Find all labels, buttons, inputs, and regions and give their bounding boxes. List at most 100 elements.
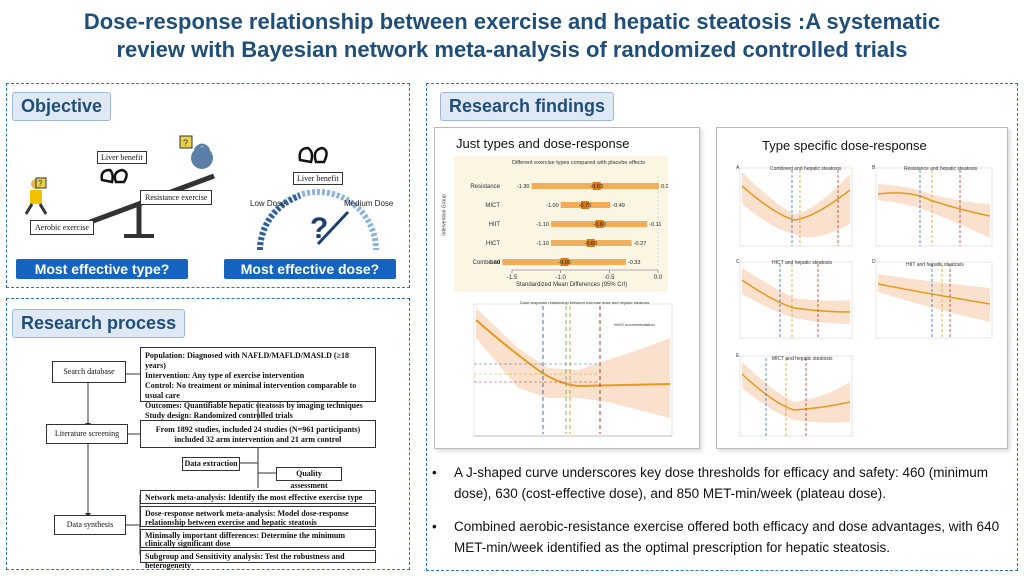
objective-header: Objective bbox=[12, 92, 112, 121]
most-effective-dose-button[interactable]: Most effective dose? bbox=[224, 259, 396, 279]
finding-text-1: A J-shaped curve underscores key dose th… bbox=[454, 465, 989, 501]
dose-response-nma-box: Dose-response network meta-analysis: Mod… bbox=[140, 506, 376, 527]
plot-c-letter: C bbox=[736, 259, 740, 265]
most-effective-type-button[interactable]: Most effective type? bbox=[16, 259, 188, 279]
forest-point bbox=[581, 201, 589, 209]
forest-upper-label: 0.01 bbox=[661, 184, 668, 190]
forest-point bbox=[595, 220, 604, 228]
forest-mean-label: -0.96 bbox=[558, 260, 571, 266]
resistance-exercise-label: Resistance exercise bbox=[140, 190, 213, 205]
pico-design: Study design: Randomized controlled tria… bbox=[145, 411, 293, 420]
type-specific-title: Type specific dose-response bbox=[762, 138, 927, 153]
step-search-database: Search database bbox=[52, 361, 126, 383]
research-findings-header: Research findings bbox=[440, 92, 615, 121]
step-literature-screening: Literature screening bbox=[46, 424, 128, 444]
dose-gauge-illustration: ? bbox=[257, 146, 379, 251]
forest-xtick-label: 0.0 bbox=[654, 275, 663, 281]
mid-box: Minimally important differences: Determi… bbox=[140, 529, 376, 548]
forest-row-label: Resistance bbox=[470, 184, 500, 190]
forest-mean-label: -0.69 bbox=[585, 241, 598, 247]
forest-lower-label: -1.10 bbox=[536, 241, 549, 247]
nma-box: Network meta-analysis: Identify the most… bbox=[140, 490, 376, 504]
pico-control: Control: No treatment or minimal interve… bbox=[145, 381, 357, 400]
runner-icon: ? bbox=[24, 177, 48, 215]
forest-xtick-label: -1.0 bbox=[555, 275, 566, 281]
forest-upper-label: -0.11 bbox=[649, 222, 661, 228]
research-process-header: Research process bbox=[12, 309, 186, 338]
research-findings-panel bbox=[426, 83, 1018, 571]
quality-assessment-box: Quality assessment bbox=[276, 467, 342, 490]
forest-ylabel: Intervention Group bbox=[441, 194, 448, 236]
kettlebell-icon: ? bbox=[179, 135, 213, 169]
data-extraction-box: Data extraction bbox=[182, 457, 240, 471]
plot-c-title: HICT and hepatic steatosis bbox=[772, 260, 832, 266]
forest-lower-label: -1.00 bbox=[546, 203, 559, 209]
finding-text-2: Combined aerobic-resistance exercise off… bbox=[454, 519, 1000, 555]
plot-hiit bbox=[875, 261, 993, 339]
forest-mean-label: -0.60 bbox=[593, 222, 606, 228]
forest-title: Different exercise types compared with p… bbox=[512, 160, 646, 166]
forest-upper-label: -0.49 bbox=[612, 203, 625, 209]
screening-line-2: included 32 arm intervention and 21 arm … bbox=[174, 435, 342, 444]
forest-lower-label: -1.10 bbox=[536, 222, 549, 228]
plot-e-title: MICT and hepatic steatosis bbox=[772, 356, 833, 362]
screening-line-1: From 1892 studies, included 24 studies (… bbox=[155, 425, 361, 434]
plot-e-letter: E bbox=[736, 353, 740, 359]
plot-b-letter: B bbox=[872, 165, 876, 171]
finding-bullet-2: • Combined aerobic-resistance exercise o… bbox=[432, 516, 1012, 558]
dose-plot-title: Dose-response relationship between exerc… bbox=[520, 300, 650, 305]
forest-point bbox=[586, 239, 595, 247]
forest-plot: Resistance -1.30 -0.63 0.01 MICT -1.00 -0.75 -0… bbox=[454, 156, 668, 292]
liver-icon bbox=[100, 168, 128, 184]
title-line-2: review with Bayesian network meta-analys… bbox=[116, 37, 908, 62]
dose-response-plot bbox=[473, 303, 673, 437]
liver-icon-2 bbox=[298, 146, 328, 164]
forest-xtick-label: -0.5 bbox=[604, 275, 615, 281]
svg-text:?: ? bbox=[38, 179, 43, 188]
svg-text:?: ? bbox=[183, 138, 188, 148]
forest-upper-label: -0.27 bbox=[634, 241, 647, 247]
forest-upper-label: -0.33 bbox=[628, 260, 641, 266]
forest-point bbox=[592, 182, 601, 190]
aerobic-exercise-label: Aerobic exercise bbox=[30, 220, 94, 235]
plot-b-title: Resistance and hepatic steatosis bbox=[904, 166, 978, 172]
pico-population: Population: Diagnosed with NAFLD/MAFLD/M… bbox=[145, 351, 349, 370]
objective-panel bbox=[6, 83, 410, 288]
forest-row-label: Combined bbox=[473, 260, 500, 266]
forest-lower-label: -1.30 bbox=[517, 184, 530, 190]
screening-result-box: From 1892 studies, included 24 studies (… bbox=[140, 420, 376, 448]
poster-title: Dose-response relationship between exerc… bbox=[0, 8, 1024, 64]
pico-intervention: Intervention: Any type of exercise inter… bbox=[145, 371, 305, 380]
plot-hict bbox=[739, 261, 853, 339]
plot-resistance bbox=[875, 167, 993, 247]
plot-d-letter: D bbox=[872, 259, 876, 265]
forest-point bbox=[560, 258, 569, 266]
title-line-1: Dose-response relationship between exerc… bbox=[83, 9, 941, 34]
liver-benefit-label: Liver benefit bbox=[97, 151, 147, 164]
low-dose-label: Low Dose bbox=[250, 199, 286, 208]
forest-xlabel: Standardized Mean Differences (95% CrI) bbox=[516, 282, 628, 288]
who-recommendation-label: WHO recommendation bbox=[614, 322, 655, 327]
forest-row-label: HIIT bbox=[489, 222, 501, 228]
subgroup-box: Subgroup and Sensitivity analysis: Test … bbox=[140, 550, 376, 570]
pico-outcomes: Outcomes: Quantifiable hepatic steatosis… bbox=[145, 401, 363, 410]
plot-mict bbox=[739, 355, 853, 437]
forest-xtick-label: -1.5 bbox=[507, 275, 518, 281]
forest-mean-label: -0.75 bbox=[579, 203, 592, 209]
plot-a-letter: A bbox=[736, 165, 740, 171]
forest-mean-label: -0.63 bbox=[590, 184, 603, 190]
plot-d-title: HIIT and hepatic steatosis bbox=[906, 262, 964, 268]
bullet-dot-1: • bbox=[432, 465, 437, 480]
liver-benefit-label-2: Liver benefit bbox=[293, 172, 343, 185]
forest-lower-label: -1.60 bbox=[488, 260, 501, 266]
ci-band bbox=[476, 308, 670, 418]
step-data-synthesis: Data synthesis bbox=[54, 515, 126, 535]
pico-criteria-box: Population: Diagnosed with NAFLD/MAFLD/M… bbox=[140, 347, 376, 420]
plot-combined bbox=[739, 167, 853, 247]
types-dose-response-title: Just types and dose-response bbox=[456, 136, 630, 151]
plot-a-title: Combined and hepatic steatosis bbox=[770, 166, 842, 172]
medium-dose-label: Medium Dose bbox=[344, 199, 394, 208]
finding-bullet-1: • A J-shaped curve underscores key dose … bbox=[432, 462, 1012, 504]
forest-row-label: MICT bbox=[485, 203, 500, 209]
bullet-dot-2: • bbox=[432, 519, 437, 534]
